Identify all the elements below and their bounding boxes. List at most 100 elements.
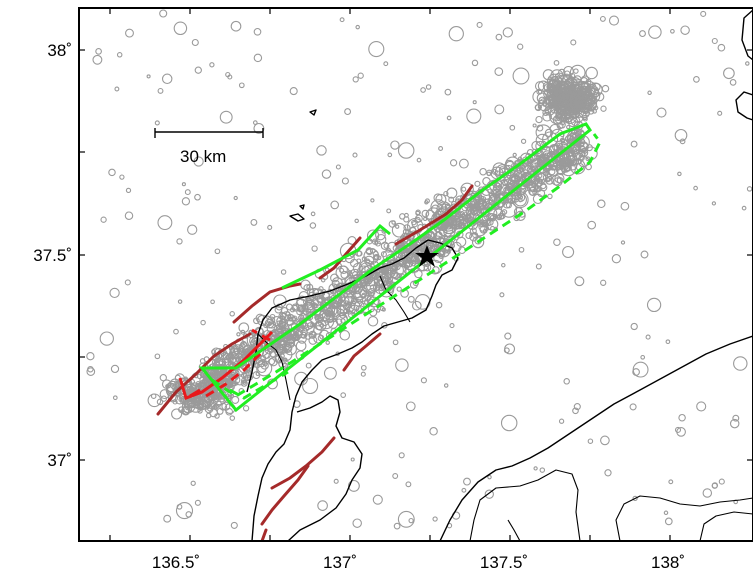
earthquake-marker: [176, 503, 183, 510]
earthquake-marker: [461, 186, 467, 192]
earthquake-marker: [563, 104, 576, 117]
earthquake-marker: [253, 27, 262, 36]
earthquake-marker: [553, 76, 563, 86]
earthquake-marker: [124, 279, 131, 286]
earthquake-marker: [391, 222, 407, 238]
earthquake-marker: [573, 403, 581, 411]
earthquake-marker: [556, 85, 563, 92]
earthquake-marker: [533, 466, 538, 471]
earthquake-marker: [399, 213, 406, 220]
earthquake-marker: [663, 510, 669, 516]
earthquake-marker: [576, 102, 582, 108]
prefecture-borders: [257, 275, 753, 541]
earthquake-marker: [92, 54, 103, 65]
earthquake-marker: [408, 246, 417, 254]
earthquake-marker: [424, 242, 436, 253]
earthquake-marker: [233, 195, 238, 201]
earthquake-marker: [592, 108, 597, 114]
y-tick-label: 37˚: [47, 451, 72, 470]
earthquake-marker: [86, 367, 96, 376]
earthquake-marker: [559, 161, 571, 173]
earthquake-marker: [355, 296, 364, 304]
earthquake-marker: [174, 373, 185, 384]
earthquake-marker: [573, 137, 580, 144]
earthquake-marker: [238, 82, 245, 89]
earthquake-marker: [471, 235, 485, 249]
earthquake-marker: [194, 499, 201, 506]
earthquake-marker: [332, 317, 337, 323]
earthquake-marker: [668, 479, 674, 485]
earthquake-marker: [498, 166, 506, 174]
earthquake-marker: [227, 394, 233, 400]
earthquake-marker: [253, 53, 263, 63]
earthquake-marker: [208, 396, 213, 401]
earthquake-marker: [229, 354, 235, 360]
earthquake-marker: [547, 193, 553, 200]
earthquake-marker: [432, 516, 438, 522]
earthquake-marker: [365, 247, 374, 256]
earthquake-marker: [159, 374, 167, 382]
earthquake-marker: [505, 185, 511, 190]
earthquake-marker: [434, 231, 443, 240]
earthquake-marker: [526, 186, 531, 192]
earthquake-marker: [563, 94, 572, 102]
earthquake-marker: [253, 317, 260, 325]
earthquake-marker: [340, 318, 346, 324]
earthquake-marker: [368, 41, 385, 58]
earthquake-marker: [268, 357, 278, 367]
earthquake-marker: [745, 61, 750, 66]
earthquake-marker: [367, 288, 376, 296]
earthquake-marker: [711, 201, 717, 206]
earthquake-marker: [339, 330, 351, 341]
earthquake-marker: [346, 288, 353, 295]
earthquake-marker: [360, 371, 366, 377]
earthquake-marker: [402, 228, 409, 235]
earthquake-marker: [333, 478, 339, 484]
earthquake-marker: [463, 211, 469, 217]
earthquake-marker: [392, 339, 399, 346]
earthquake-marker: [321, 290, 330, 299]
earthquake-marker: [537, 80, 549, 92]
earthquake-marker: [553, 238, 561, 246]
earthquake-marker: [395, 224, 400, 229]
earthquake-marker: [502, 27, 513, 38]
earthquake-marker: [277, 320, 287, 330]
earthquake-marker: [474, 180, 481, 187]
earthquake-marker: [572, 407, 579, 415]
coastline: [246, 9, 753, 541]
earthquake-marker: [191, 384, 197, 389]
earthquake-marker: [361, 278, 378, 294]
earthquake-marker: [415, 209, 421, 216]
earthquake-marker: [316, 145, 327, 156]
earthquake-marker: [311, 245, 318, 252]
earthquake-marker: [723, 67, 735, 80]
earthquake-marker: [604, 469, 612, 477]
earthquake-marker: [194, 404, 200, 409]
earthquake-marker: [674, 426, 682, 433]
earthquake-marker: [551, 175, 562, 186]
earthquake-marker: [454, 224, 460, 230]
earthquake-marker: [512, 152, 517, 158]
earthquake-marker: [639, 30, 646, 38]
earthquake-marker: [532, 190, 537, 195]
earthquake-marker: [99, 331, 114, 346]
earthquake-marker: [620, 240, 626, 245]
earthquake-marker: [448, 235, 456, 243]
earthquake-cloud: [86, 9, 753, 530]
earthquake-marker: [252, 371, 261, 380]
earthquake-marker: [181, 182, 186, 187]
earthquake-marker: [453, 344, 462, 353]
earthquake-marker: [585, 66, 598, 80]
earthquake-marker: [163, 514, 172, 523]
earthquake-marker: [296, 326, 308, 338]
earthquake-marker: [587, 220, 597, 230]
earthquake-marker: [336, 318, 343, 325]
earthquake-marker: [601, 84, 610, 93]
earthquake-marker: [562, 157, 572, 167]
earthquake-marker: [181, 197, 191, 206]
earthquake-marker: [219, 402, 228, 411]
earthquake-marker: [230, 20, 242, 32]
earthquake-marker: [313, 325, 323, 335]
earthquake-marker: [154, 353, 161, 360]
